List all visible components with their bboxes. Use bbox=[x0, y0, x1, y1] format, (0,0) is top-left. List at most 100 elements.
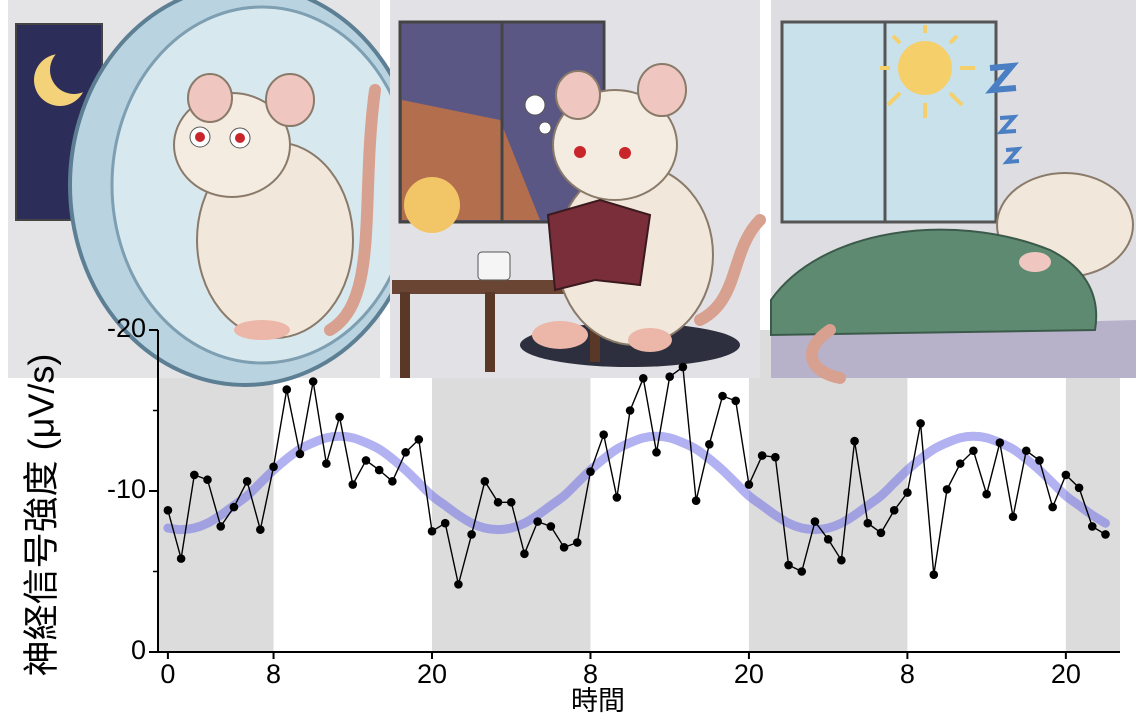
data-point bbox=[638, 374, 648, 383]
data-point bbox=[269, 462, 278, 472]
data-point bbox=[229, 502, 239, 512]
data-point bbox=[837, 555, 846, 565]
data-point bbox=[1048, 502, 1057, 512]
x-tick-label: 8 bbox=[900, 659, 915, 689]
x-tick-label: 8 bbox=[266, 659, 281, 689]
panel-day-sleeping bbox=[770, 0, 1136, 384]
data-point bbox=[440, 518, 450, 528]
x-tick-label: 20 bbox=[734, 659, 764, 689]
y-tick-label: 0 bbox=[131, 635, 146, 665]
shaded-band bbox=[1065, 330, 1120, 652]
y-tick-label: -20 bbox=[107, 313, 146, 343]
data-point bbox=[572, 538, 582, 547]
data-point bbox=[1008, 512, 1018, 522]
data-point bbox=[850, 436, 859, 446]
data-point bbox=[308, 377, 318, 386]
data-point bbox=[797, 567, 807, 576]
illustrations bbox=[8, 0, 1136, 387]
sun bbox=[898, 41, 952, 95]
ear bbox=[555, 70, 601, 120]
data-point bbox=[322, 459, 331, 468]
sleep-z bbox=[985, 62, 1019, 94]
data-point bbox=[784, 560, 793, 570]
data-point bbox=[823, 535, 833, 544]
smooth-curve bbox=[163, 431, 1110, 535]
data-point bbox=[929, 570, 939, 580]
foot bbox=[234, 320, 290, 340]
data-point bbox=[771, 452, 780, 462]
data-point bbox=[388, 477, 397, 486]
data-point bbox=[361, 456, 371, 465]
table-top bbox=[392, 280, 602, 294]
data-point bbox=[176, 554, 186, 563]
data-point bbox=[163, 506, 173, 515]
data-point bbox=[718, 391, 727, 401]
data-point bbox=[586, 467, 595, 476]
data-point bbox=[203, 475, 212, 485]
data-point bbox=[1035, 456, 1044, 465]
data-point bbox=[889, 506, 899, 515]
data-point bbox=[1074, 483, 1084, 493]
data-point bbox=[427, 526, 437, 536]
data-point bbox=[256, 525, 265, 534]
data-point bbox=[625, 406, 635, 415]
data-point bbox=[652, 448, 661, 457]
foot bbox=[532, 321, 588, 349]
data-point bbox=[295, 449, 305, 459]
book bbox=[546, 198, 652, 292]
table-leg bbox=[400, 292, 410, 378]
eye bbox=[619, 147, 631, 159]
data-point bbox=[348, 480, 358, 489]
foot bbox=[628, 328, 672, 352]
data-point bbox=[903, 488, 912, 497]
panel-dusk-reading bbox=[390, 0, 766, 378]
data-point bbox=[506, 497, 516, 507]
data-point bbox=[454, 580, 463, 589]
paw bbox=[1019, 252, 1051, 272]
data-point bbox=[559, 543, 569, 552]
data-line bbox=[167, 365, 1106, 585]
data-point bbox=[955, 459, 965, 468]
data-point bbox=[810, 517, 820, 526]
moon-shadow bbox=[50, 46, 98, 94]
data-point bbox=[493, 497, 503, 507]
ear bbox=[637, 63, 687, 117]
data-point bbox=[282, 385, 292, 394]
x-tick-label: 8 bbox=[583, 659, 598, 689]
pupil bbox=[235, 133, 245, 143]
y-tick-label: -10 bbox=[107, 474, 146, 504]
data-point bbox=[863, 518, 873, 528]
data-point bbox=[216, 522, 226, 531]
y-axis-label: 神経信号強度 (μV/s) bbox=[21, 354, 62, 677]
x-axis-label: 時間 bbox=[571, 686, 625, 716]
data-point bbox=[982, 489, 991, 499]
tail bbox=[805, 324, 846, 384]
data-point bbox=[242, 477, 252, 486]
plot-foreground: 神経信号強度 (μV/s) 時間 0 -10 -20 0 8 20 8 20 8 20 bbox=[21, 313, 1120, 716]
data-point bbox=[705, 440, 714, 449]
sun bbox=[404, 177, 460, 233]
tail bbox=[694, 214, 766, 326]
data-point bbox=[612, 493, 622, 502]
data-point bbox=[1087, 522, 1097, 531]
thought-bubble bbox=[538, 121, 552, 135]
data-point bbox=[876, 528, 886, 538]
ear bbox=[187, 73, 233, 123]
data-point bbox=[757, 451, 767, 460]
data-point bbox=[969, 446, 978, 456]
data-point bbox=[744, 480, 754, 489]
data-point bbox=[467, 530, 476, 539]
data-point bbox=[942, 485, 952, 494]
x-tick-label: 20 bbox=[417, 659, 447, 689]
data-point bbox=[1061, 470, 1071, 480]
eye bbox=[574, 146, 586, 158]
data-point bbox=[546, 522, 556, 531]
data-point bbox=[665, 372, 675, 381]
x-tick-label: 20 bbox=[1051, 659, 1081, 689]
data-point bbox=[414, 435, 424, 444]
day-window bbox=[780, 20, 998, 224]
sleep-z bbox=[1002, 146, 1023, 165]
mug bbox=[477, 251, 511, 281]
sun-rays bbox=[880, 25, 975, 118]
